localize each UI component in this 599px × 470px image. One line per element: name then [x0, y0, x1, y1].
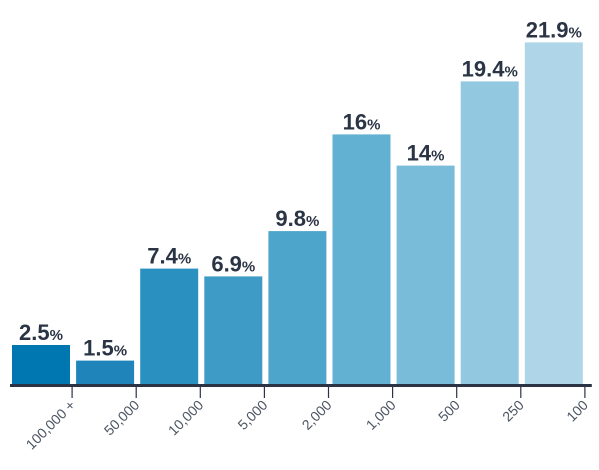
value-label-3: 7.4% — [147, 244, 191, 269]
bar-5 — [268, 231, 327, 384]
value-number: 1.5 — [83, 336, 114, 361]
value-percent-sign: % — [114, 343, 127, 360]
value-label-9: 21.9% — [526, 17, 582, 42]
bar-3 — [140, 268, 199, 384]
x-tick-label-4: 5,000 — [234, 397, 270, 433]
x-ticks-group — [71, 384, 586, 398]
x-tick-label-6: 1,000 — [363, 397, 399, 433]
x-tick-labels-group: 100,000 + 50,000 10,000 5,000 2,000 1,000 500 2… — [23, 397, 592, 453]
x-tick-label-7: 500 — [435, 397, 463, 425]
value-labels-group: 2.5%1.5%7.4% 6.9%9.8%16%14%19.4%21.9% — [19, 17, 582, 360]
value-number: 7.4 — [147, 244, 178, 269]
bar-6 — [332, 134, 391, 384]
value-label-4: 6.9% — [211, 251, 255, 276]
bar-2 — [76, 360, 135, 384]
x-tick-label-2: 50,000 — [101, 397, 143, 439]
value-percent-sign: % — [178, 251, 191, 268]
value-number: 19.4 — [462, 56, 506, 81]
x-tick-label-8: 250 — [499, 397, 527, 425]
value-percent-sign: % — [50, 327, 63, 344]
value-number: 14 — [407, 141, 432, 166]
x-tick-label-5: 2,000 — [299, 397, 335, 433]
value-number: 21.9 — [526, 17, 569, 42]
value-percent-sign: % — [367, 116, 380, 133]
x-tick-label-3: 10,000 — [165, 397, 207, 439]
bar-8 — [460, 81, 519, 385]
value-percent-sign: % — [306, 213, 319, 230]
value-number: 16 — [343, 109, 367, 134]
value-label-6: 16% — [343, 109, 381, 134]
value-percent-sign: % — [242, 258, 255, 275]
bars-group — [12, 42, 583, 385]
bar-9 — [524, 42, 583, 385]
value-number: 9.8 — [275, 206, 306, 231]
bar-1 — [12, 345, 70, 384]
x-tick-label-9: 100 — [563, 397, 591, 425]
value-label-5: 9.8% — [275, 206, 319, 231]
value-number: 2.5 — [19, 320, 50, 345]
value-number: 6.9 — [211, 251, 242, 276]
value-label-1: 2.5% — [19, 320, 63, 345]
value-percent-sign: % — [431, 148, 444, 165]
value-label-7: 14% — [407, 141, 445, 166]
value-label-2: 1.5% — [83, 336, 127, 361]
x-tick-label-1: 100,000 + — [23, 397, 79, 453]
value-percent-sign: % — [504, 63, 517, 80]
value-percent-sign: % — [569, 24, 582, 41]
bar-4 — [204, 276, 263, 384]
value-label-8: 19.4% — [462, 56, 518, 81]
bar-7 — [396, 165, 455, 384]
